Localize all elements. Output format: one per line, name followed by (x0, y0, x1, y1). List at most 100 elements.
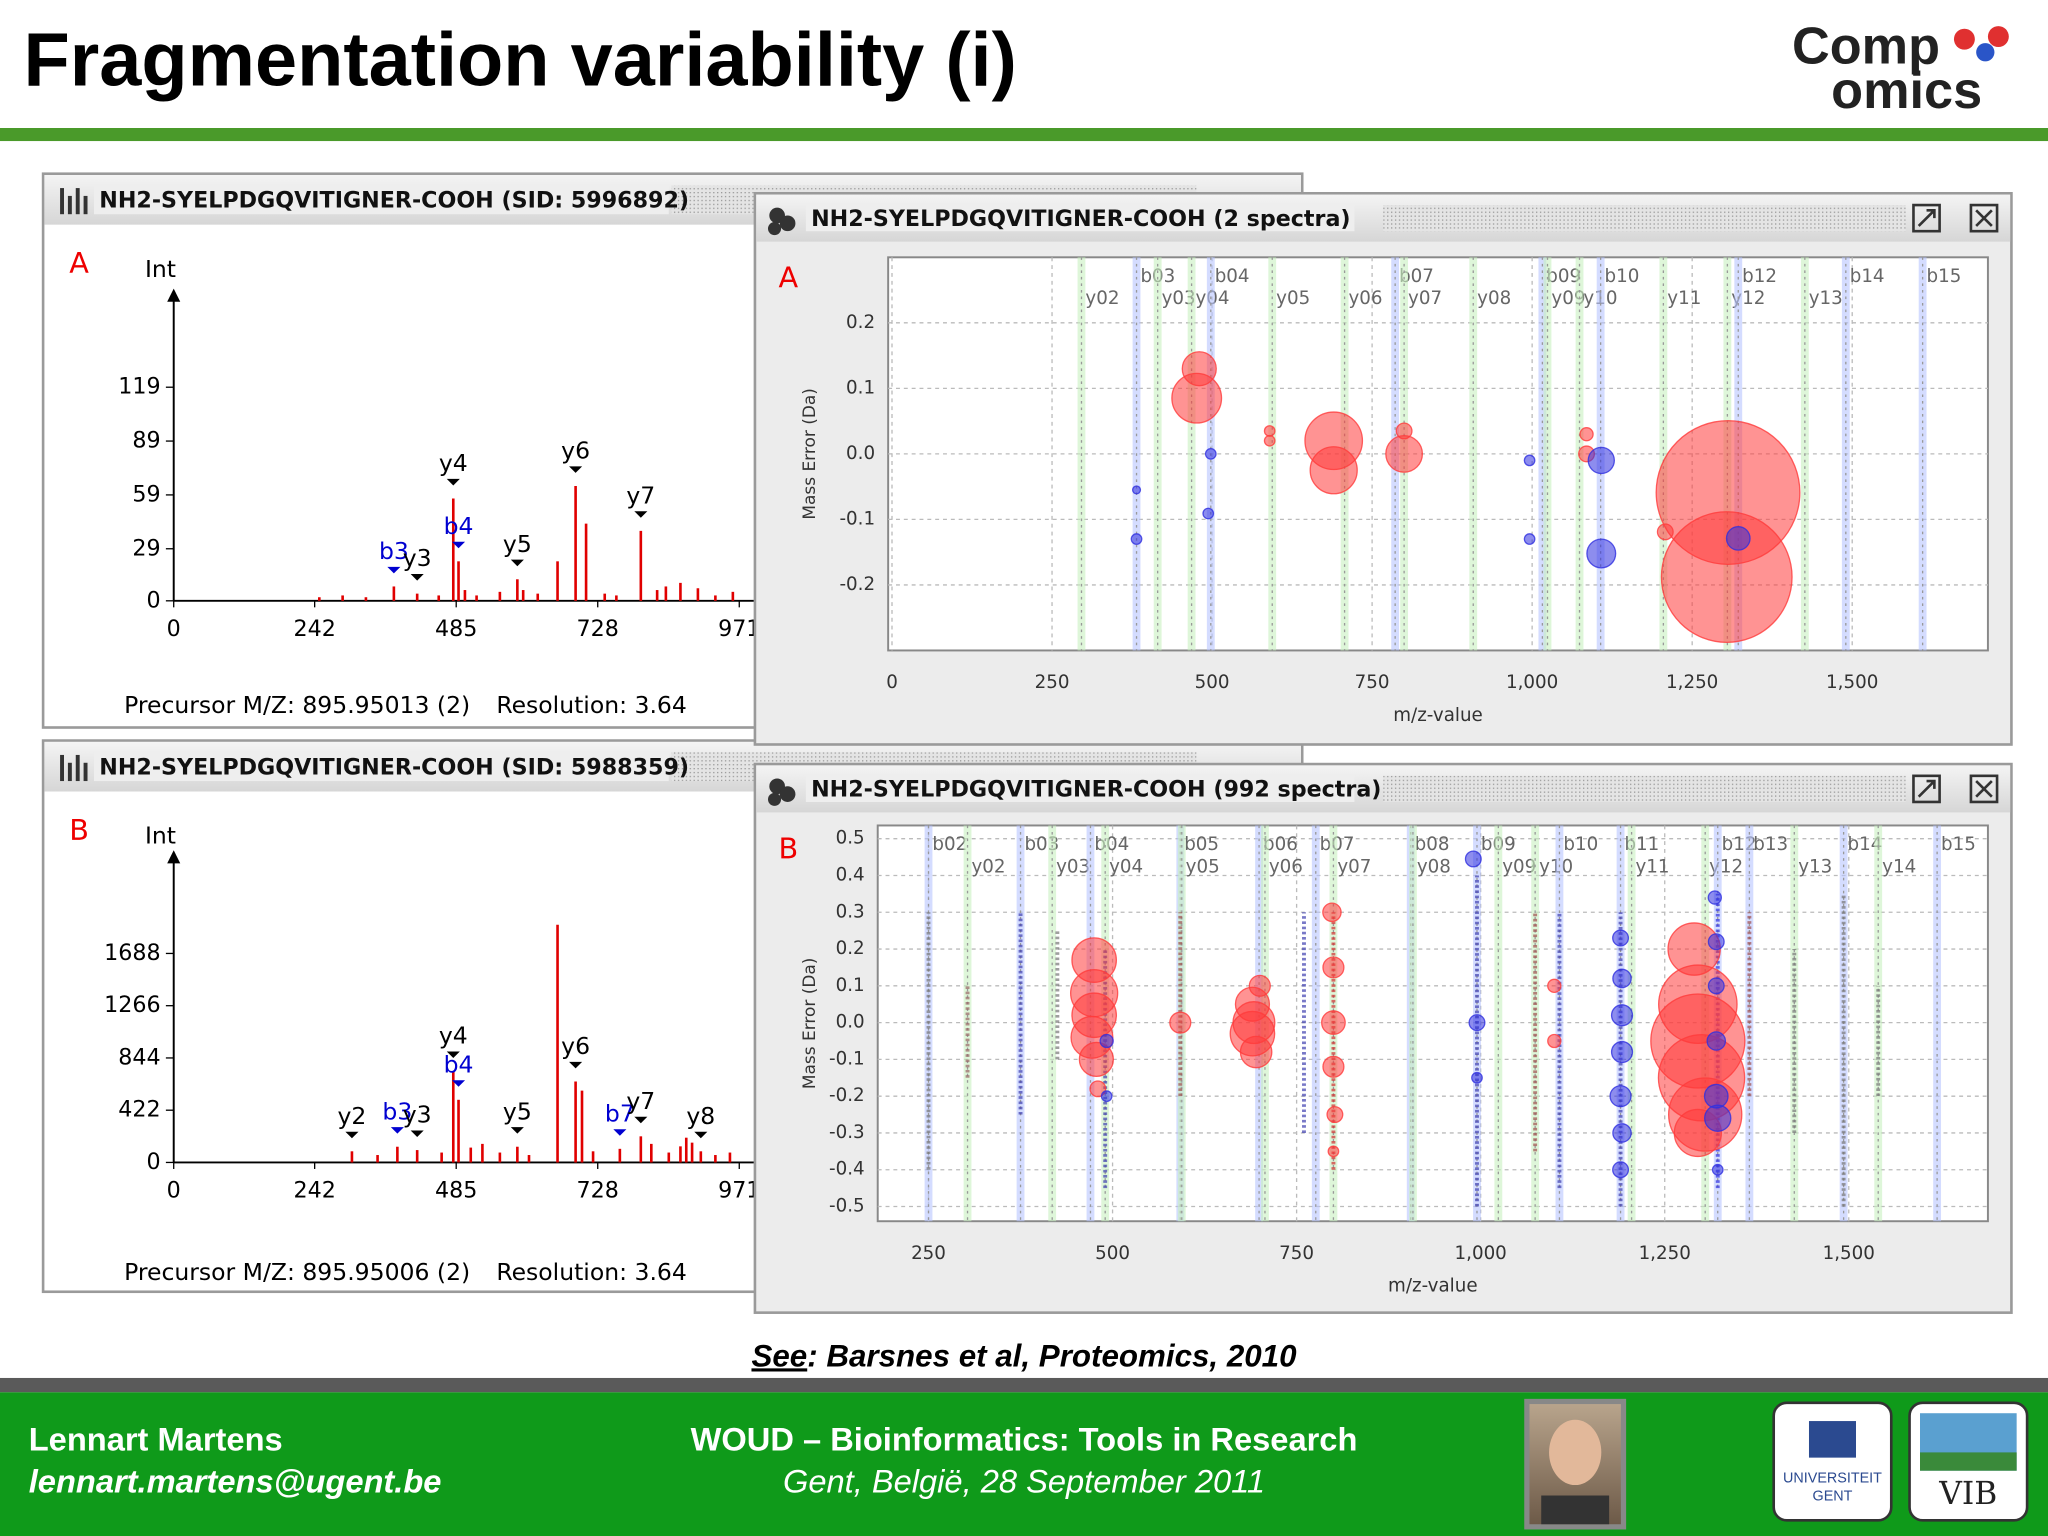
annotation-marker (410, 1130, 424, 1138)
y-tick-label: -0.3 (829, 1122, 865, 1143)
compomics-logo: Comp omics (1792, 17, 2009, 120)
y-axis-label: Int (145, 822, 176, 850)
bubble (1725, 525, 1751, 551)
ion-label: y09 (1502, 856, 1536, 877)
precursor: Precursor M/Z: 895.95013 (2) (124, 691, 470, 719)
logo-text: UNIVERSITEIT (1783, 1470, 1882, 1486)
slide-title: Fragmentation variability (i) (24, 17, 1017, 102)
x-tick-label: 1,250 (1639, 1243, 1691, 1264)
y-tick-label: 844 (118, 1044, 160, 1070)
ion-label: y08 (1477, 288, 1511, 309)
close-icon (1975, 209, 1993, 227)
window-title: NH2-SYELPDGQVITIGNER-COOH (992 spectra) (811, 777, 1381, 803)
y-tick-label: 89 (132, 428, 160, 454)
y-tick-label: -0.1 (839, 508, 875, 529)
window-title: NH2-SYELPDGQVITIGNER-COOH (2 spectra) (811, 206, 1350, 232)
bubble (1327, 1145, 1340, 1158)
y-tick-label: -0.2 (839, 574, 875, 595)
ion-label: y04 (1109, 856, 1143, 877)
y-tick-label: 0 (147, 1149, 161, 1175)
x-tick-label: 1,500 (1823, 1243, 1875, 1264)
bubble (1263, 434, 1276, 447)
ion-label: b02 (932, 834, 967, 855)
bubble (1322, 956, 1345, 979)
x-tick-label: 750 (1279, 1243, 1314, 1264)
annotation-label: y7 (626, 481, 655, 509)
bubble (1523, 454, 1536, 467)
y-tick-label: 0.0 (836, 1012, 865, 1033)
bubble-window: NH2-SYELPDGQVITIGNER-COOH (2 spectra) A 0.… (753, 192, 2013, 746)
y-tick-label: 0.2 (836, 938, 865, 959)
bubble (1321, 1010, 1346, 1036)
annotation-marker (694, 1131, 708, 1139)
y-tick-label: 0.2 (846, 312, 875, 333)
y-tick-label: -0.5 (829, 1196, 865, 1217)
ion-label: y02 (971, 856, 1005, 877)
annotation-marker (390, 1127, 404, 1134)
maximize-button[interactable] (1912, 774, 1941, 804)
ion-label: y05 (1186, 856, 1220, 877)
bubble (1385, 434, 1424, 473)
annotation-label: y6 (561, 436, 590, 464)
close-button[interactable] (1969, 203, 1999, 233)
bubble (1711, 1163, 1724, 1176)
bubble-window: NH2-SYELPDGQVITIGNER-COOH (992 spectra) B… (753, 762, 2013, 1314)
logo-text: Comp (1792, 17, 1940, 75)
bubble (1322, 902, 1342, 923)
bubble (1612, 1123, 1632, 1143)
window-title: NH2-SYELPDGQVITIGNER-COOH (SID: 5988359) (99, 755, 689, 781)
bubble (1579, 427, 1594, 442)
x-tick-label: 1,000 (1506, 672, 1558, 693)
maximize-button[interactable] (1912, 203, 1941, 233)
maximize-icon (1917, 208, 1936, 227)
logo-text: omics (1831, 62, 1982, 120)
annotation-label: y5 (503, 530, 532, 558)
annotation-marker (387, 566, 401, 574)
window-icon (75, 754, 80, 782)
y-tick-label: -0.2 (829, 1085, 865, 1106)
title-text-bg (805, 775, 1355, 802)
y-tick-label: -0.1 (829, 1048, 865, 1069)
place: Gent, België, 28 September 2011 (783, 1462, 1265, 1499)
ion-label: b12 (1742, 266, 1777, 287)
x-tick-label: 250 (1035, 672, 1070, 693)
x-tick-label: 242 (293, 616, 335, 642)
window-icon (779, 215, 796, 232)
bubble (1130, 533, 1143, 545)
window-icon (83, 762, 88, 782)
bubble (1610, 1004, 1634, 1027)
bubble (1100, 1090, 1113, 1103)
bubble (1707, 933, 1725, 951)
x-tick-label: 242 (293, 1178, 335, 1204)
title-text-bg (94, 752, 669, 782)
ion-label: b05 (1184, 834, 1219, 855)
x-tick-label: 500 (1195, 672, 1230, 693)
resolution: Resolution: 3.64 (496, 691, 687, 719)
y-axis-label: Mass Error (Da) (800, 958, 820, 1090)
ion-label: y06 (1269, 856, 1303, 877)
logo-dot (1987, 26, 2009, 48)
ion-label: b08 (1415, 834, 1450, 855)
title-text-bg (94, 185, 669, 215)
photo-face (1549, 1419, 1602, 1486)
bubble (1395, 422, 1413, 440)
x-tick-label: 485 (435, 1178, 477, 1204)
close-button[interactable] (1969, 774, 1999, 804)
y-tick-label: 1688 (104, 940, 160, 966)
portrait (1524, 1398, 1627, 1530)
close-icon (1975, 780, 1993, 798)
annotation-marker (446, 478, 460, 486)
y-tick-label: 119 (118, 374, 160, 400)
ion-label: y11 (1667, 288, 1701, 309)
window-icon (779, 786, 796, 802)
ion-label: y07 (1337, 856, 1371, 877)
footer-rule (0, 1377, 2048, 1393)
bubble (1078, 1041, 1115, 1078)
event: WOUD – Bioinformatics: Tools in Research (691, 1421, 1358, 1458)
annotation-marker (569, 466, 583, 473)
annotation-marker (510, 1127, 524, 1134)
annotation-marker (410, 574, 424, 581)
y-tick-label: 1266 (104, 992, 160, 1018)
